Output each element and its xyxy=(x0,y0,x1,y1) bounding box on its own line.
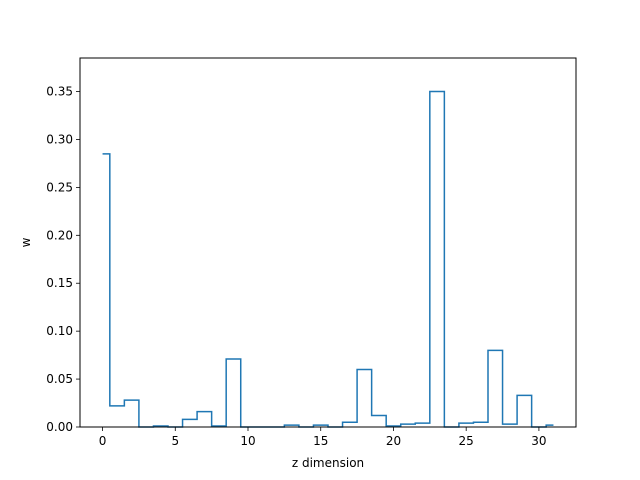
x-axis-label: z dimension xyxy=(292,456,364,470)
x-tick-label: 0 xyxy=(99,434,107,448)
x-tick-label: 10 xyxy=(240,434,255,448)
y-tick-label: 0.25 xyxy=(46,180,73,194)
x-tick-label: 15 xyxy=(313,434,328,448)
x-tick-label: 25 xyxy=(459,434,474,448)
x-tick-label: 30 xyxy=(531,434,546,448)
axes-frame xyxy=(79,57,577,428)
y-axis-label: w xyxy=(19,237,33,247)
axis-ticks: 0 5 10 15 20 25 30 0.00 0.05 0.10 0.15 0.20 0.25 0.30… xyxy=(46,85,546,448)
y-tick-label: 0.15 xyxy=(46,276,73,290)
x-tick-label: 20 xyxy=(386,434,401,448)
y-tick-label: 0.35 xyxy=(46,85,73,99)
y-tick-label: 0.30 xyxy=(46,132,73,146)
x-tick-label: 5 xyxy=(171,434,179,448)
y-tick-label: 0.10 xyxy=(46,324,73,338)
y-tick-label: 0.20 xyxy=(46,228,73,242)
y-tick-label: 0.00 xyxy=(46,420,73,434)
y-tick-label: 0.05 xyxy=(46,372,73,386)
